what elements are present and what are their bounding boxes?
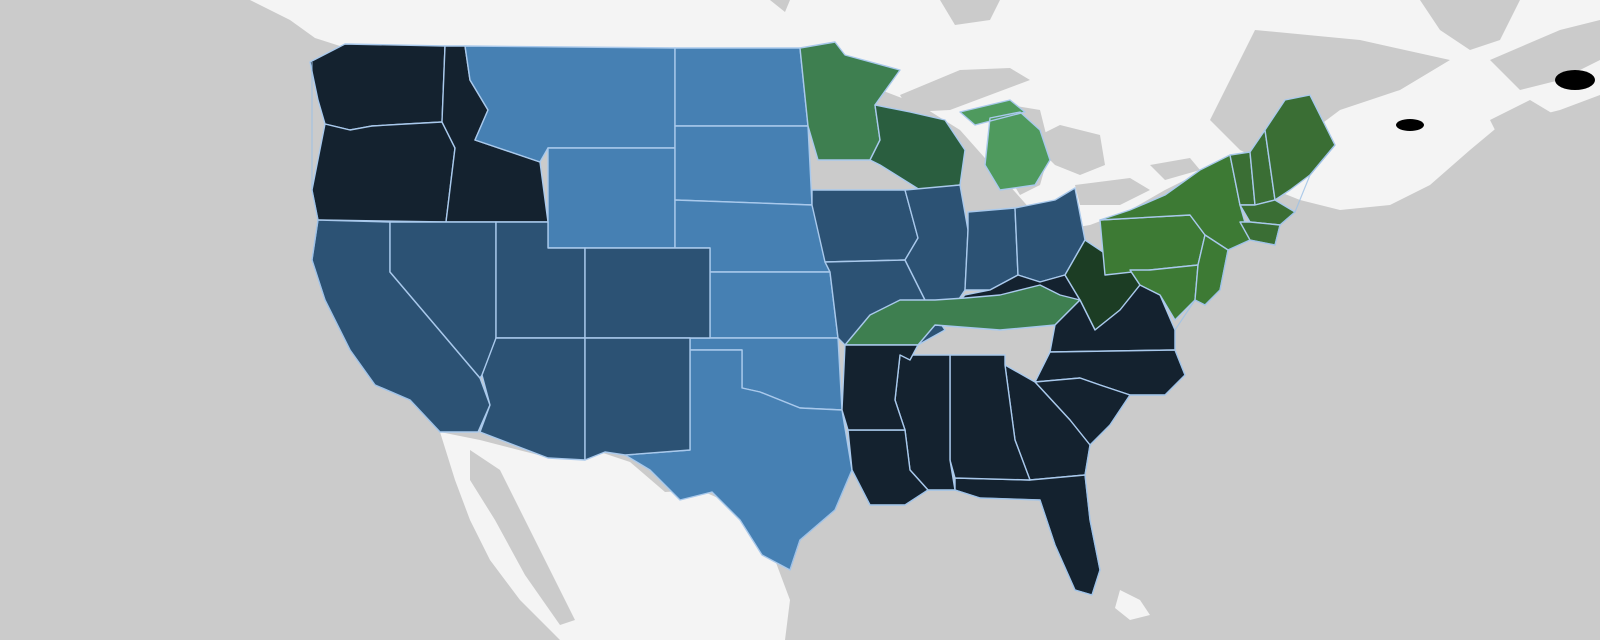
coastlines xyxy=(311,62,1336,596)
gulf-of-california xyxy=(470,450,575,625)
mexico-landmass xyxy=(440,432,790,640)
state-nd xyxy=(674,47,809,127)
state-mt xyxy=(464,45,676,163)
state-nm xyxy=(584,337,691,461)
state-in xyxy=(964,207,1019,291)
state-tn xyxy=(844,284,1081,346)
state-or xyxy=(311,121,456,223)
state-wy xyxy=(547,147,676,249)
state-ia xyxy=(811,189,919,263)
state-ks xyxy=(709,271,839,339)
state-md xyxy=(1129,264,1199,321)
state-ar xyxy=(841,344,919,431)
state-mi xyxy=(959,99,1051,191)
state-co xyxy=(584,247,711,339)
state-sd xyxy=(674,125,813,206)
state-wa xyxy=(309,43,446,131)
states-layer xyxy=(309,41,1336,596)
yucatan-and-caribbean xyxy=(1115,590,1150,620)
